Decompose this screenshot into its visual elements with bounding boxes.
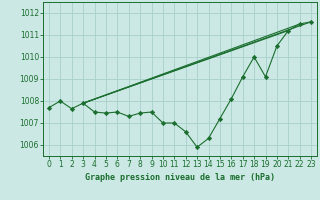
X-axis label: Graphe pression niveau de la mer (hPa): Graphe pression niveau de la mer (hPa) bbox=[85, 173, 275, 182]
